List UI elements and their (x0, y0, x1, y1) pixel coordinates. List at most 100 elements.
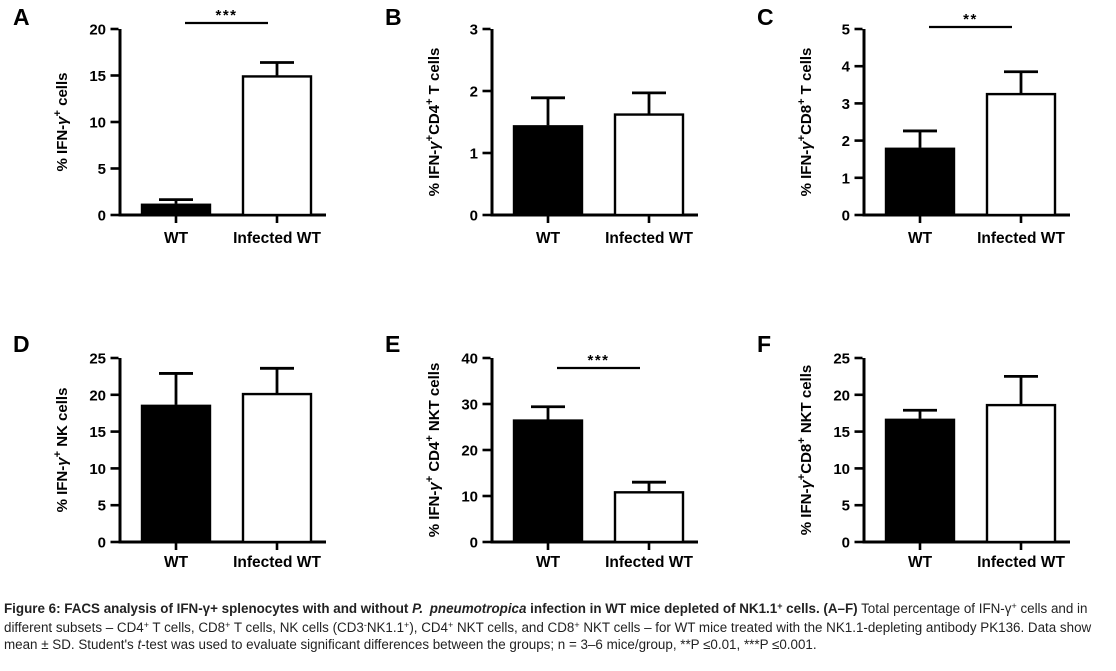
panel-C: C 0 1 2 3 4 5 WT Infected WT % IFN-γ+CD8+ T cell… (744, 0, 1116, 320)
caption-segment: cells and in different subsets – CD4 (4, 601, 1088, 636)
caption-segment: - (363, 620, 367, 631)
y-axis-label: % IFN-γ+CD4+ T cells (424, 48, 443, 197)
caption-segment: -test was used to evaluate significant d… (141, 636, 817, 652)
x-category-label: WT (164, 554, 189, 571)
y-tick-label: 1 (470, 146, 478, 163)
bar-wt (140, 203, 212, 217)
panel-letter-E: E (385, 331, 401, 357)
caption-segment: infection in WT mice depleted of NK1.1 (526, 601, 778, 616)
caption-segment: + (143, 620, 149, 631)
y-tick-label: 20 (833, 387, 850, 404)
panel-letter-F: F (757, 331, 772, 357)
caption-segment: T cells, CD8 (148, 620, 226, 636)
y-tick-label: 20 (461, 443, 478, 460)
y-tick-label: 10 (833, 461, 850, 478)
panel-D-chart: 0 5 10 15 20 25 WT Infected WT % IFN-γ+ NK cells (52, 351, 326, 571)
y-tick-label: 1 (842, 170, 850, 187)
y-axis-label: % IFN-γ+CD8+ NKT cells (796, 365, 815, 535)
caption-segment: T cells, NK cells (CD3 (230, 620, 364, 636)
panel-B: B 0 1 2 3 WT Infected WT % IFN-γ+CD4+ T cells (372, 0, 744, 320)
y-tick-label: 2 (842, 133, 850, 150)
caption-segment: t (137, 636, 142, 652)
x-category-label: WT (164, 230, 189, 247)
caption-segment: NKT cells, and CD8 (453, 620, 575, 636)
y-tick-label: 10 (89, 115, 106, 132)
y-tick-label: 15 (89, 424, 106, 441)
panel-A: A 0 5 10 15 20 WT Infected WT % IFN-γ+ cells *** (0, 0, 372, 320)
panel-letter-C: C (757, 4, 774, 30)
bar-wt (512, 419, 584, 544)
x-category-label: Infected WT (605, 554, 693, 571)
y-tick-label: 10 (461, 489, 478, 506)
bar-wt (884, 418, 956, 544)
x-category-label: Infected WT (605, 230, 693, 247)
y-tick-label: 5 (842, 22, 850, 39)
panel-letter-B: B (385, 4, 402, 30)
y-tick-label: 10 (89, 461, 106, 478)
y-axis-label: % IFN-γ+ CD4+ NKT cells (424, 363, 443, 538)
bar-infected-wt (985, 403, 1057, 544)
figure-caption: Figure 6: FACS analysis of IFN-γ+ spleno… (4, 598, 1111, 653)
y-tick-label: 0 (842, 208, 850, 225)
y-tick-label: 2 (470, 84, 478, 101)
y-tick-label: 4 (842, 59, 851, 76)
caption-segment: + (448, 620, 454, 631)
panel-C-chart: 0 1 2 3 4 5 WT Infected WT % IFN-γ+CD8+ T cells *… (796, 11, 1070, 247)
y-tick-label: 30 (461, 397, 478, 414)
y-tick-label: 0 (98, 208, 106, 225)
caption-segment: + (1011, 601, 1017, 611)
y-tick-label: 20 (89, 22, 106, 39)
panel-E-chart: 0 10 20 30 40 WT Infected WT % IFN-γ+ CD4+ NKT … (424, 351, 698, 571)
x-category-label: Infected WT (233, 230, 321, 247)
y-tick-label: 5 (98, 498, 106, 515)
panel-F-chart: 0 5 10 15 20 25 WT Infected WT % IFN-γ+CD8+ NKT … (796, 351, 1070, 571)
y-tick-label: 0 (98, 535, 106, 552)
caption-segment: NK1.1 (366, 620, 405, 636)
bar-infected-wt (241, 75, 313, 217)
bar-infected-wt (613, 491, 685, 544)
significance-stars: ** (963, 11, 978, 28)
caption-segment: ), CD4 (409, 620, 449, 636)
y-tick-label: 5 (98, 161, 106, 178)
caption-segment: + (574, 620, 580, 631)
panel-letter-A: A (13, 4, 30, 30)
panel-D: D 0 5 10 15 20 25 WT Infected WT % IFN-γ+ NK cel… (0, 320, 372, 591)
y-tick-label: 15 (89, 68, 106, 85)
caption-segment: + (225, 620, 231, 631)
panel-B-chart: 0 1 2 3 WT Infected WT % IFN-γ+CD4+ T cells (424, 22, 698, 247)
x-category-label: Infected WT (233, 554, 321, 571)
y-tick-label: 3 (470, 22, 478, 39)
x-category-label: WT (536, 554, 561, 571)
y-tick-label: 40 (461, 351, 478, 368)
x-category-label: WT (536, 230, 561, 247)
y-axis-label: % IFN-γ+ cells (52, 73, 71, 172)
bar-infected-wt (241, 392, 313, 544)
y-axis-label: % IFN-γ+ NK cells (52, 388, 71, 513)
x-category-label: Infected WT (977, 230, 1065, 247)
bar-wt (140, 404, 212, 544)
caption-segment: NKT cells – for WT mice treated with the… (4, 620, 1092, 652)
caption-segment: P. pneumotropica (412, 601, 527, 616)
significance-stars: *** (587, 352, 609, 369)
bar-infected-wt (985, 92, 1057, 217)
panel-letter-D: D (13, 331, 30, 357)
y-tick-label: 0 (470, 535, 478, 552)
bar-wt (512, 125, 584, 217)
y-tick-label: 0 (842, 535, 850, 552)
caption-segment: Total percentage of IFN-γ (857, 601, 1012, 616)
y-tick-label: 0 (470, 208, 478, 225)
caption-segment: cells. (A–F) (782, 601, 858, 616)
bar-wt (884, 147, 956, 217)
significance-stars: *** (215, 7, 237, 24)
x-category-label: Infected WT (977, 554, 1065, 571)
figure-panels: A 0 5 10 15 20 WT Infected WT% IFN-γ+ cells ***… (0, 0, 1116, 591)
y-tick-label: 3 (842, 96, 850, 113)
panel-F: F 0 5 10 15 20 25 WT Infected WT % IFN-γ+CD8+ NK… (744, 320, 1116, 591)
x-category-label: WT (908, 230, 933, 247)
panel-E: E 0 10 20 30 40 WT Infected WT % IFN-γ+ CD4+ NK… (372, 320, 744, 591)
y-tick-label: 5 (842, 498, 850, 515)
y-tick-label: 25 (833, 351, 850, 368)
panel-A-chart: 0 5 10 15 20 WT Infected WT % IFN-γ+ cells *** (52, 7, 326, 247)
y-axis-label: % IFN-γ+CD8+ T cells (796, 48, 815, 197)
caption-segment: + (404, 620, 410, 631)
